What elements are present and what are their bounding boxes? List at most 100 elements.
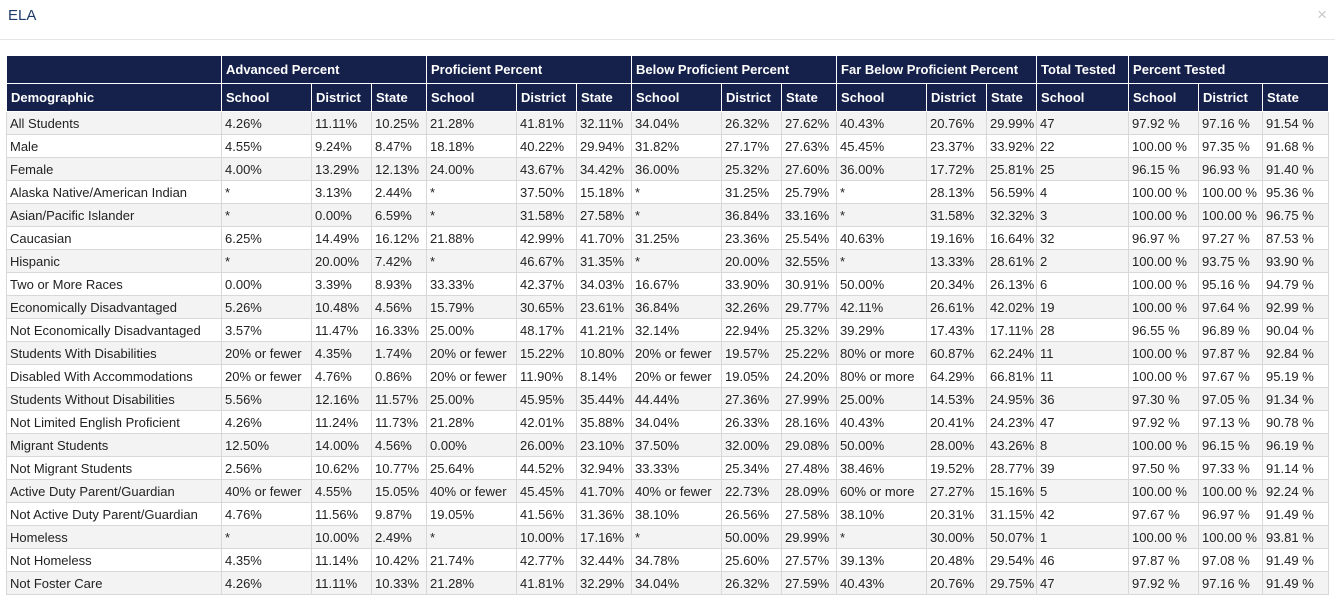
value-cell: 92.99 %: [1262, 295, 1330, 319]
table-row: All Students 4.26% 11.11% 10.25% 21.28% 41.81…: [6, 111, 1330, 135]
value-cell: 34.03%: [575, 272, 633, 296]
value-cell: 12.16%: [311, 387, 372, 411]
value-cell: *: [836, 249, 928, 273]
value-cell: 27.99%: [781, 387, 838, 411]
demographic-cell: Not Foster Care: [6, 571, 222, 595]
value-cell: 91.49 %: [1262, 548, 1330, 572]
table-row: Disabled With Accommodations 20% or fewer…: [6, 364, 1330, 388]
column-header: District: [926, 83, 988, 112]
value-cell: 10.80%: [575, 341, 633, 365]
demographic-cell: Not Limited English Proficient: [6, 410, 222, 434]
close-icon[interactable]: ×: [1317, 5, 1327, 24]
value-cell: 94.79 %: [1262, 272, 1330, 296]
value-cell: 60% or more: [836, 479, 928, 503]
value-cell: 80% or more: [836, 341, 928, 365]
value-cell: 50.00%: [836, 433, 928, 457]
value-cell: 20.76%: [926, 111, 988, 135]
value-cell: 25.00%: [836, 387, 928, 411]
value-cell: *: [426, 203, 517, 227]
value-cell: 26.32%: [721, 571, 783, 595]
table-row: Female 4.00% 13.29% 12.13% 24.00% 43.67% 34.42…: [6, 157, 1330, 181]
value-cell: 5: [1036, 479, 1130, 503]
value-cell: 44.44%: [631, 387, 723, 411]
value-cell: 40% or fewer: [631, 479, 723, 503]
column-header: School: [631, 83, 723, 112]
value-cell: 38.10%: [631, 502, 723, 526]
value-cell: 11.11%: [311, 571, 372, 595]
ela-results-table: Advanced Percent Proficient Percent Belo…: [6, 55, 1330, 595]
demographic-cell: Migrant Students: [6, 433, 222, 457]
column-header: School: [426, 83, 517, 112]
value-cell: 50.00%: [836, 272, 928, 296]
value-cell: 25.64%: [426, 456, 517, 480]
value-cell: 32.44%: [575, 548, 633, 572]
value-cell: 21.74%: [426, 548, 517, 572]
value-cell: 34.42%: [575, 157, 633, 181]
value-cell: 8.93%: [371, 272, 427, 296]
value-cell: 100.00 %: [1128, 525, 1200, 549]
value-cell: 11.57%: [371, 387, 427, 411]
value-cell: 95.36 %: [1262, 180, 1330, 204]
table-row: Students With Disabilities 20% or fewer 4.…: [6, 341, 1330, 365]
value-cell: 66.81%: [986, 364, 1038, 388]
value-cell: 36: [1036, 387, 1130, 411]
value-cell: 31.15%: [986, 502, 1038, 526]
value-cell: 38.46%: [836, 456, 928, 480]
value-cell: 33.16%: [781, 203, 838, 227]
demographic-cell: Alaska Native/American Indian: [6, 180, 222, 204]
value-cell: 40% or fewer: [221, 479, 312, 503]
table-row: Not Economically Disadvantaged 3.57% 11.47…: [6, 318, 1330, 342]
value-cell: 17.16%: [575, 525, 633, 549]
value-cell: 2: [1036, 249, 1130, 273]
value-cell: 25.81%: [986, 157, 1038, 181]
demographic-cell: Not Active Duty Parent/Guardian: [6, 502, 222, 526]
value-cell: 25.00%: [426, 387, 517, 411]
demographic-cell: Hispanic: [6, 249, 222, 273]
value-cell: 100.00 %: [1128, 134, 1200, 158]
value-cell: 17.11%: [986, 318, 1038, 342]
value-cell: 41.56%: [516, 502, 577, 526]
table-row: Students Without Disabilities 5.56% 12.16%…: [6, 387, 1330, 411]
value-cell: 6.59%: [371, 203, 427, 227]
value-cell: 21.88%: [426, 226, 517, 250]
value-cell: 100.00 %: [1198, 479, 1264, 503]
value-cell: 25.22%: [781, 341, 838, 365]
value-cell: 28: [1036, 318, 1130, 342]
value-cell: 97.16 %: [1198, 111, 1264, 135]
table-row: Not Active Duty Parent/Guardian 4.76% 11.5…: [6, 502, 1330, 526]
value-cell: 14.53%: [926, 387, 988, 411]
value-cell: 27.60%: [781, 157, 838, 181]
value-cell: 29.94%: [575, 134, 633, 158]
value-cell: 90.04 %: [1262, 318, 1330, 342]
value-cell: 1: [1036, 525, 1130, 549]
value-cell: *: [631, 249, 723, 273]
value-cell: 24.20%: [781, 364, 838, 388]
column-header: School: [836, 83, 928, 112]
value-cell: 32: [1036, 226, 1130, 250]
value-cell: 62.24%: [986, 341, 1038, 365]
value-cell: *: [631, 180, 723, 204]
value-cell: 32.29%: [575, 571, 633, 595]
value-cell: 15.18%: [575, 180, 633, 204]
value-cell: 4.56%: [371, 433, 427, 457]
value-cell: 19.16%: [926, 226, 988, 250]
value-cell: 9.24%: [311, 134, 372, 158]
value-cell: 3.57%: [221, 318, 312, 342]
value-cell: 97.08 %: [1198, 548, 1264, 572]
column-header: State: [986, 83, 1038, 112]
value-cell: 26.56%: [721, 502, 783, 526]
value-cell: 27.57%: [781, 548, 838, 572]
value-cell: 23.36%: [721, 226, 783, 250]
value-cell: 29.54%: [986, 548, 1038, 572]
demographic-cell: Not Economically Disadvantaged: [6, 318, 222, 342]
value-cell: 25.60%: [721, 548, 783, 572]
value-cell: 8.14%: [575, 364, 633, 388]
table-row: Homeless * 10.00% 2.49% * 10.00% 17.16% * 50.00%…: [6, 525, 1330, 549]
value-cell: 93.81 %: [1262, 525, 1330, 549]
value-cell: 17.72%: [926, 157, 988, 181]
value-cell: 100.00 %: [1198, 525, 1264, 549]
value-cell: 16.67%: [631, 272, 723, 296]
group-header-row: Advanced Percent Proficient Percent Belo…: [6, 55, 1330, 84]
value-cell: 44.52%: [516, 456, 577, 480]
value-cell: 20.34%: [926, 272, 988, 296]
